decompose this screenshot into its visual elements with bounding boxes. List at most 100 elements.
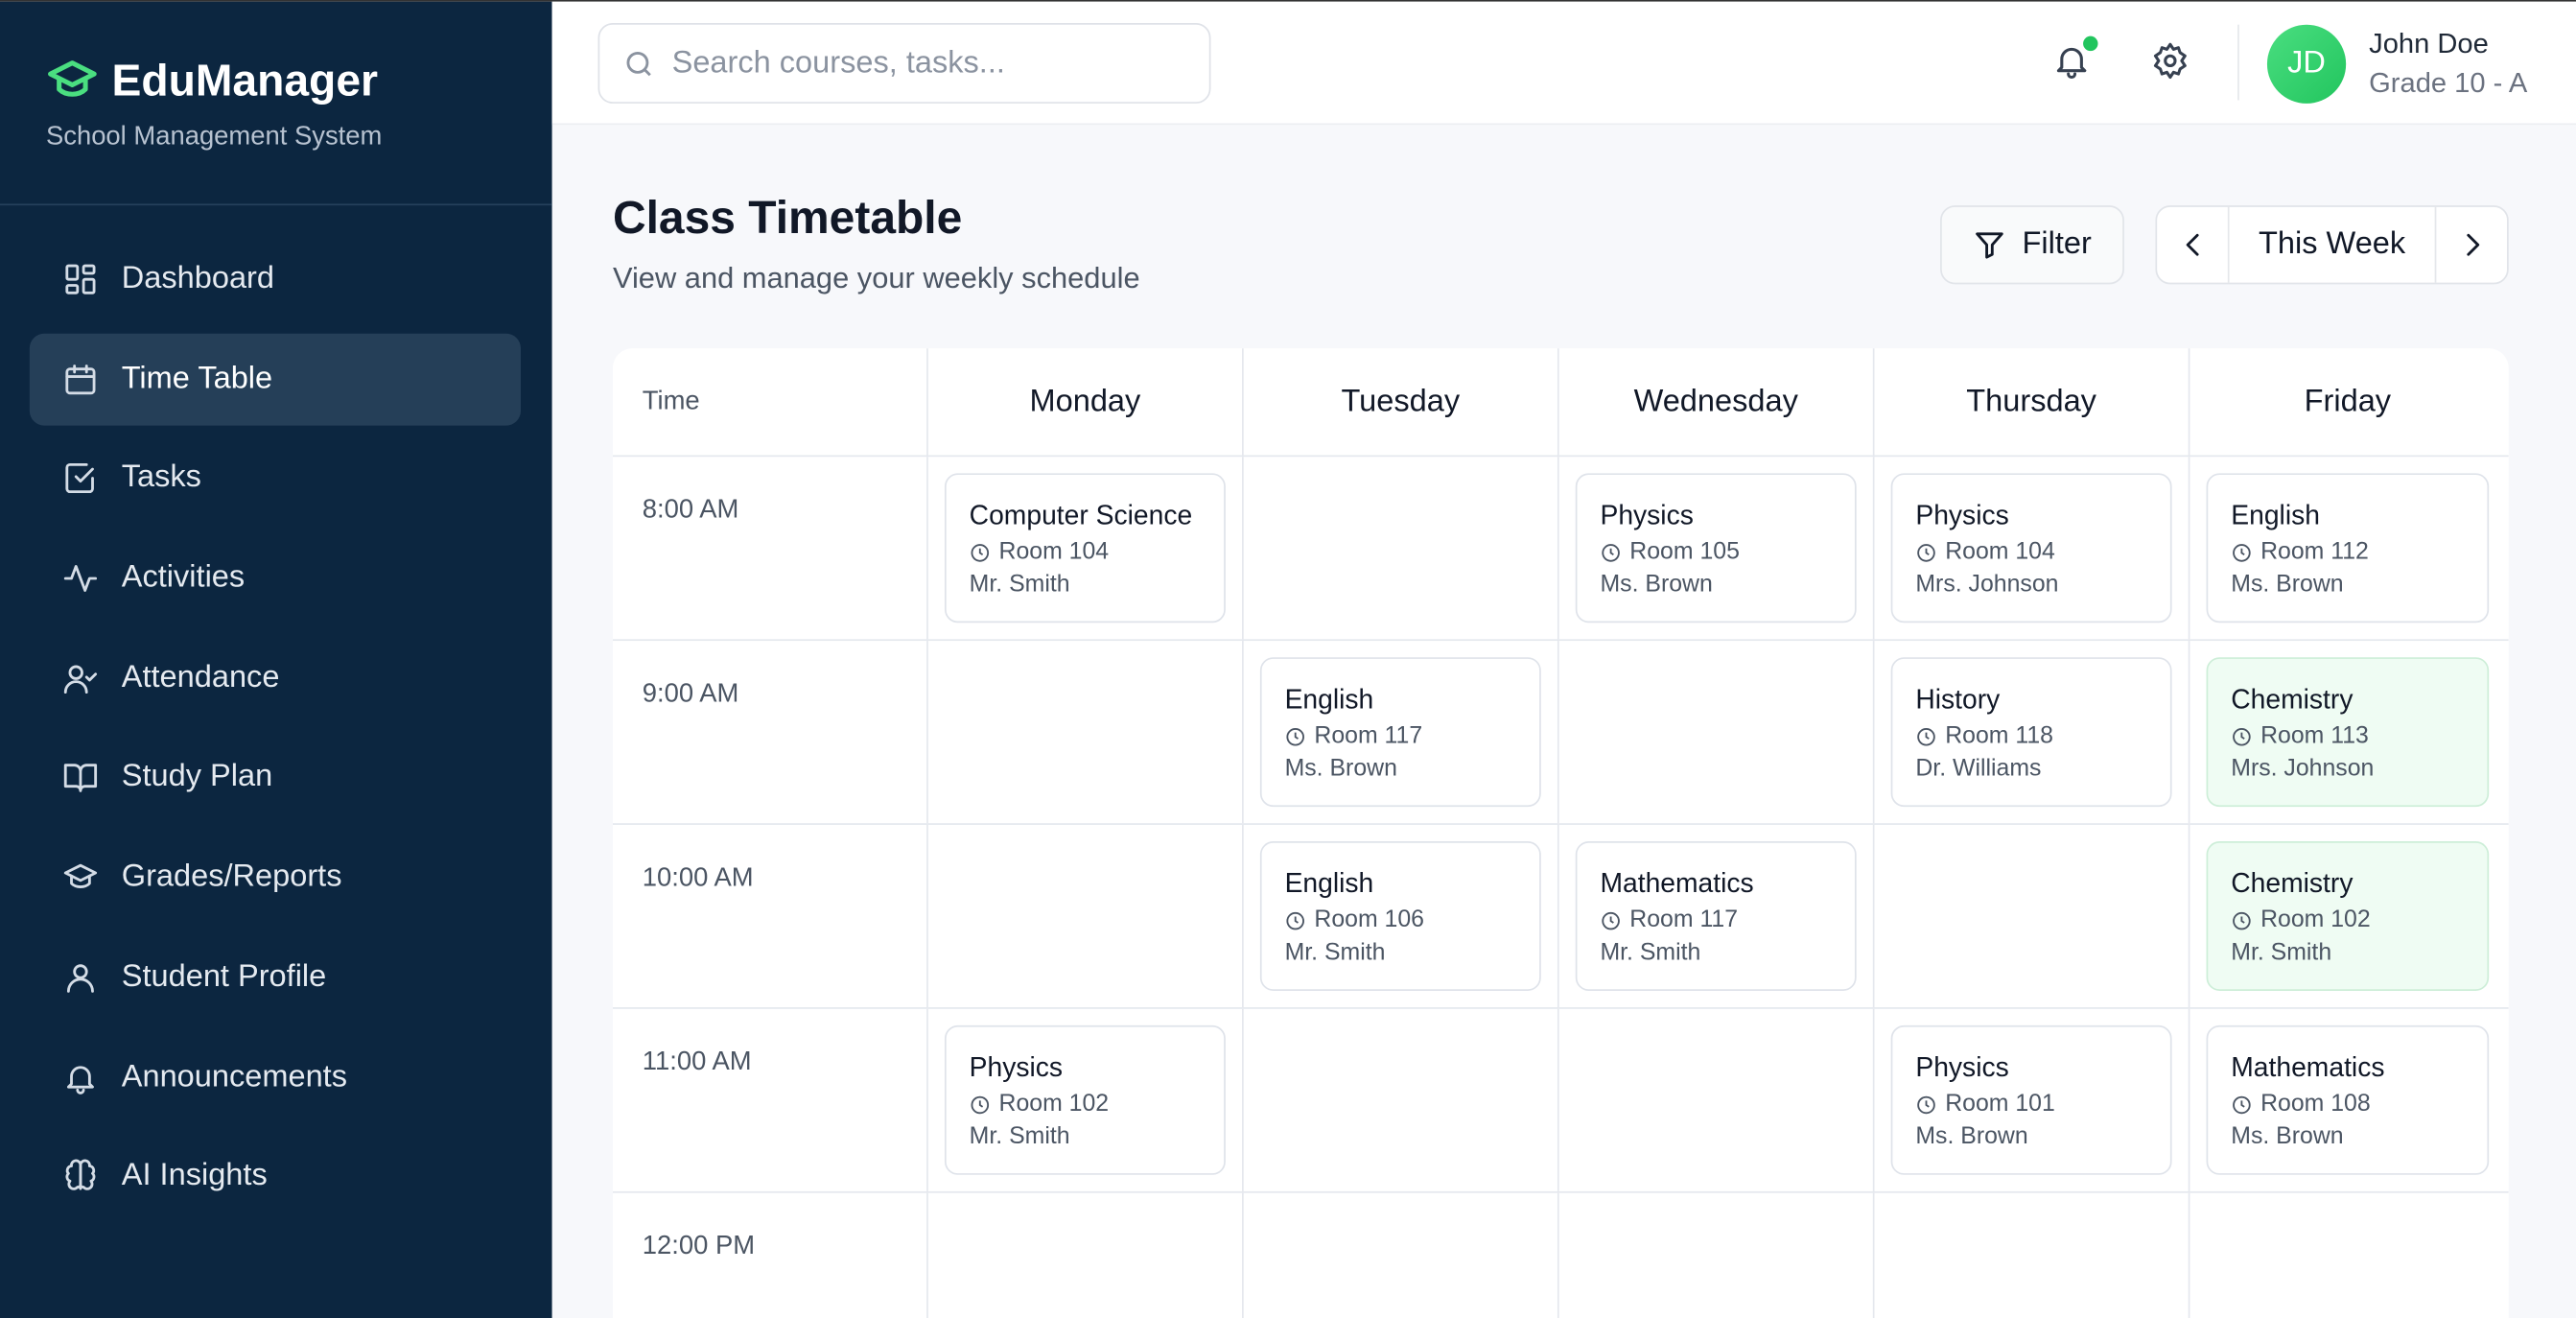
class-subject: History: [1915, 685, 2001, 716]
timetable-cell: English Room 106 Mr. Smith: [1244, 824, 1559, 1008]
calendar-icon: [65, 364, 96, 394]
bell-icon: [66, 1065, 94, 1094]
timetable-cell[interactable]: [1244, 1008, 1559, 1191]
class-subject: English: [2231, 501, 2320, 531]
clock-icon: [1286, 911, 1304, 930]
search-box[interactable]: [597, 22, 1211, 104]
class-card[interactable]: Mathematics Room 108 Ms. Brown: [2206, 1024, 2490, 1175]
sidebar-nav: Dashboard Time Table Tasks Activities Attend…: [29, 233, 522, 1231]
timetable-cell: Computer Science Room 104 Mr. Smith: [928, 457, 1244, 640]
class-card[interactable]: Physics Room 102 Mr. Smith: [944, 1024, 1226, 1175]
search-input[interactable]: [671, 45, 1165, 82]
class-card[interactable]: English Room 117 Ms. Brown: [1259, 657, 1541, 808]
class-card[interactable]: Mathematics Room 117 Mr. Smith: [1575, 841, 1857, 991]
class-card[interactable]: Chemistry Room 102 Mr. Smith: [2206, 841, 2490, 991]
sidebar-item-activities[interactable]: Activities: [30, 532, 521, 624]
class-room: Room 104: [970, 539, 1202, 565]
class-card[interactable]: Chemistry Room 113 Mrs. Johnson: [2206, 657, 2490, 808]
dashboard-icon: [65, 264, 96, 294]
bell-icon: [2056, 47, 2087, 79]
sidebar-item-student-profile[interactable]: Student Profile: [30, 931, 521, 1024]
timetable-cell[interactable]: [1559, 641, 1875, 824]
timetable-cell[interactable]: [2190, 1193, 2505, 1318]
settings-button[interactable]: [2150, 41, 2193, 84]
timetable-row: 11:00 AM Physics Room 102 Mr. Smith Phys…: [612, 1008, 2509, 1193]
sidebar-item-label: AI Insights: [121, 1158, 268, 1193]
logo: EduManager: [46, 55, 378, 107]
timetable-cell[interactable]: [1875, 824, 2190, 1008]
class-subject: Mathematics: [1600, 869, 1754, 900]
class-card[interactable]: Computer Science Room 104 Mr. Smith: [944, 473, 1226, 624]
sidebar-item-study-plan[interactable]: Study Plan: [30, 732, 521, 824]
brand-name: EduManager: [111, 55, 379, 105]
class-subject: Mathematics: [2231, 1053, 2385, 1083]
previous-week-button[interactable]: [2157, 207, 2228, 283]
book-icon: [63, 765, 98, 793]
class-room: Room 108: [2231, 1091, 2464, 1118]
clock-icon: [971, 543, 990, 561]
sidebar-item-label: Study Plan: [121, 760, 273, 795]
sidebar-divider: [0, 203, 552, 206]
sidebar-item-announcements[interactable]: Announcements: [30, 1031, 521, 1123]
timetable-cell: Physics Room 104 Mrs. Johnson: [1875, 457, 2190, 640]
room-label: Room 117: [1629, 906, 1739, 933]
class-room: Room 104: [1915, 539, 2147, 565]
room-label: Room 102: [2260, 906, 2371, 933]
class-room: Room 105: [1600, 539, 1832, 565]
class-teacher: Mrs. Johnson: [2231, 755, 2375, 783]
class-card[interactable]: Physics Room 101 Ms. Brown: [1890, 1024, 2172, 1175]
class-teacher: Mr. Smith: [2231, 939, 2332, 967]
activity-icon: [63, 565, 98, 593]
header-divider: [2237, 24, 2239, 101]
timetable-cell[interactable]: [1559, 1192, 1875, 1318]
class-card[interactable]: Physics Room 104 Mrs. Johnson: [1890, 473, 2172, 624]
timetable-cell[interactable]: [928, 641, 1244, 824]
sidebar-item-grades-reports[interactable]: Grades/Reports: [30, 832, 521, 924]
time-slot-label: 8:00 AM: [613, 457, 928, 640]
timetable-row: 10:00 AM English Room 106 Mr. Smith Math…: [612, 824, 2509, 1009]
time-column-header: Time: [613, 348, 928, 456]
time-slot-label: 10:00 AM: [613, 824, 928, 1008]
filter-button[interactable]: Filter: [1940, 205, 2124, 285]
user-grade: Grade 10 - A: [2369, 67, 2528, 99]
class-room: Room 113: [2231, 723, 2464, 749]
clock-icon: [1917, 543, 1935, 561]
timetable-cell: English Room 112 Ms. Brown: [2190, 457, 2505, 639]
next-week-button[interactable]: [2436, 207, 2507, 283]
sidebar-item-attendance[interactable]: Attendance: [30, 632, 521, 724]
notifications-button[interactable]: [2052, 35, 2098, 84]
class-teacher: Ms. Brown: [2231, 572, 2344, 599]
class-card[interactable]: Physics Room 105 Ms. Brown: [1575, 473, 1857, 624]
timetable-cell[interactable]: [928, 824, 1244, 1008]
class-subject: Physics: [969, 1053, 1064, 1083]
class-card[interactable]: History Room 118 Dr. Williams: [1890, 657, 2172, 808]
timetable-row: 8:00 AM Computer Science Room 104 Mr. Sm…: [612, 457, 2509, 642]
timetable-header-row: Time Monday Tuesday Wednesday Thursday Friday: [612, 348, 2509, 458]
class-card[interactable]: English Room 106 Mr. Smith: [1259, 841, 1541, 991]
timetable-cell[interactable]: [1559, 1008, 1875, 1191]
avatar[interactable]: JD: [2266, 24, 2347, 104]
sidebar-item-tasks[interactable]: Tasks: [30, 433, 521, 525]
clock-icon: [1917, 727, 1935, 745]
timetable-cell: Chemistry Room 102 Mr. Smith: [2190, 825, 2505, 1007]
class-teacher: Mr. Smith: [969, 572, 1070, 599]
class-subject: English: [1284, 685, 1374, 716]
class-card[interactable]: English Room 112 Ms. Brown: [2206, 473, 2490, 624]
sidebar-item-label: Grades/Reports: [121, 859, 342, 895]
class-subject: Physics: [1600, 501, 1694, 531]
timetable-cell[interactable]: [1244, 457, 1559, 640]
class-room: Room 102: [970, 1091, 1202, 1118]
notification-dot: [2083, 35, 2098, 52]
checkbox-icon: [65, 463, 94, 494]
timetable-cell[interactable]: [928, 1192, 1244, 1318]
sidebar-item-time-table[interactable]: Time Table: [29, 333, 522, 426]
sidebar-item-dashboard[interactable]: Dashboard: [30, 233, 521, 325]
timetable-cell[interactable]: [1244, 1192, 1559, 1318]
page-title: Class Timetable: [612, 192, 963, 244]
sidebar-item-ai-insights[interactable]: AI Insights: [30, 1131, 521, 1223]
timetable-cell[interactable]: [1875, 1192, 2190, 1318]
day-header: Monday: [928, 348, 1244, 456]
class-room: Room 118: [1915, 723, 2147, 749]
week-label[interactable]: This Week: [2227, 206, 2437, 283]
sidebar-item-label: Dashboard: [121, 261, 274, 296]
